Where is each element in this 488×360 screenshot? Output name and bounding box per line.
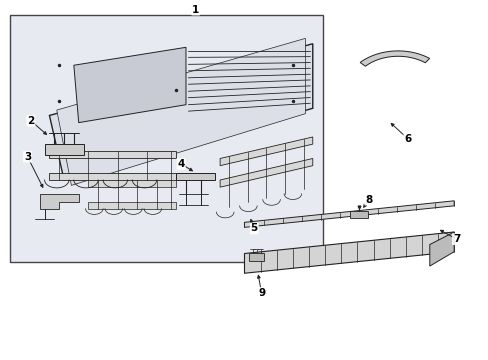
Polygon shape	[88, 180, 176, 187]
Polygon shape	[49, 44, 312, 180]
Polygon shape	[44, 144, 83, 155]
Text: 2: 2	[27, 116, 35, 126]
Polygon shape	[49, 151, 176, 158]
Polygon shape	[349, 211, 367, 218]
Polygon shape	[49, 173, 176, 180]
Text: 5: 5	[250, 224, 257, 233]
Polygon shape	[429, 232, 453, 266]
Polygon shape	[74, 47, 185, 123]
Text: 6: 6	[404, 134, 410, 144]
Polygon shape	[244, 232, 453, 273]
Polygon shape	[220, 158, 312, 187]
Polygon shape	[360, 51, 429, 66]
Polygon shape	[176, 173, 215, 180]
Polygon shape	[248, 253, 264, 261]
Polygon shape	[57, 39, 305, 185]
Text: 4: 4	[177, 159, 184, 169]
Polygon shape	[244, 201, 453, 227]
Text: 9: 9	[258, 288, 264, 298]
Polygon shape	[88, 202, 176, 209]
Text: 3: 3	[24, 152, 31, 162]
Bar	[10, 15, 322, 262]
Text: 8: 8	[365, 195, 372, 205]
Text: 1: 1	[192, 5, 199, 15]
Text: 7: 7	[452, 234, 459, 244]
Polygon shape	[40, 194, 79, 209]
Polygon shape	[220, 137, 312, 166]
